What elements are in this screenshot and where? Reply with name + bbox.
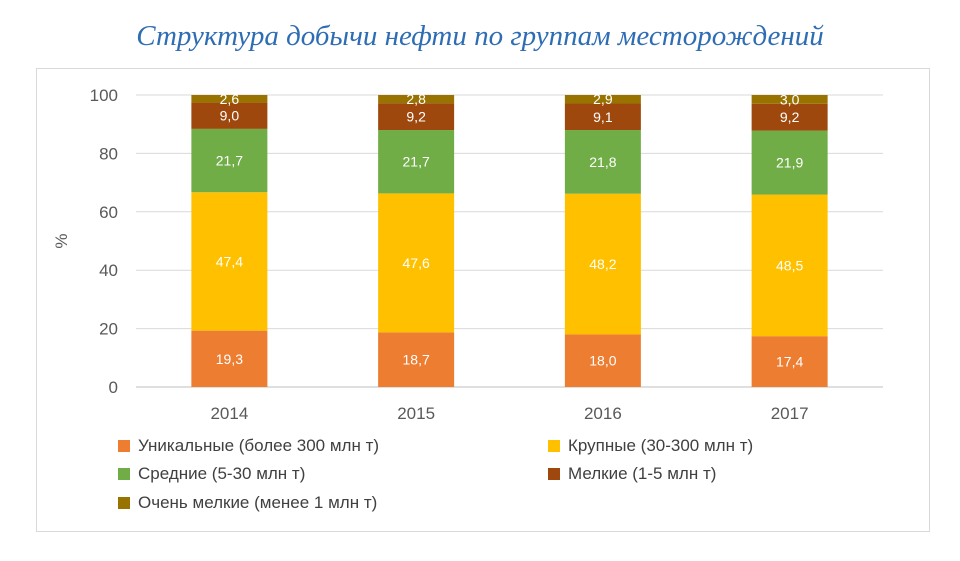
bar-segment [751, 130, 828, 195]
data-label: 19,3 [216, 351, 243, 367]
data-label: 2,9 [593, 91, 613, 107]
legend-swatch [118, 468, 130, 480]
bar-segment [191, 95, 268, 103]
x-tick-label: 2016 [584, 404, 622, 423]
bar-segment [751, 103, 828, 131]
data-label: 9,1 [593, 109, 613, 125]
x-tick-label: 2014 [210, 404, 248, 423]
y-tick-label: 0 [109, 378, 118, 397]
data-label: 21,8 [589, 154, 616, 170]
legend-swatch [118, 440, 130, 452]
legend-swatch [548, 468, 560, 480]
bar-segment [191, 192, 268, 331]
legend-item: Мелкие (1-5 млн т) [548, 464, 716, 484]
data-label: 18,0 [589, 353, 616, 369]
data-label: 2,6 [220, 91, 240, 107]
legend-label: Крупные (30-300 млн т) [568, 436, 754, 455]
x-tick-label: 2015 [397, 404, 435, 423]
bar-segment [378, 103, 455, 131]
chart-title: Структура добычи нефти по группам местор… [136, 20, 824, 52]
legend-item: Очень мелкие (менее 1 млн т) [118, 493, 377, 513]
y-tick-label: 60 [99, 203, 118, 222]
legend-swatch [118, 497, 130, 509]
bar-segment [378, 95, 455, 104]
legend-label: Очень мелкие (менее 1 млн т) [138, 493, 378, 512]
data-label: 21,7 [403, 154, 430, 170]
bar-segment [564, 95, 641, 104]
bar-segment [751, 336, 828, 387]
data-label: 9,0 [220, 108, 240, 124]
data-label: 2,8 [406, 91, 426, 107]
y-tick-label: 40 [99, 261, 118, 280]
legend-label: Мелкие (1-5 млн т) [568, 464, 717, 483]
data-label: 47,6 [403, 255, 430, 271]
data-label: 9,2 [780, 109, 800, 125]
legend-item: Уникальные (более 300 млн т) [118, 436, 379, 456]
bar-segment [751, 194, 828, 337]
bar-segment [564, 334, 641, 387]
data-label: 21,9 [776, 155, 803, 171]
data-label: 48,2 [589, 256, 616, 272]
bar-segment [564, 103, 641, 131]
y-tick-label: 80 [99, 144, 118, 163]
legend-label: Средние (5-30 млн т) [138, 464, 306, 483]
legend-item: Крупные (30-300 млн т) [548, 436, 753, 456]
y-axis-label: % [52, 233, 71, 248]
data-label: 21,7 [216, 153, 243, 169]
bar-segment [564, 193, 641, 335]
data-label: 17,4 [776, 354, 803, 370]
bar-segment [378, 193, 455, 333]
bar-segment [378, 332, 455, 387]
bar-segment [751, 95, 828, 104]
bar-segment [191, 128, 268, 193]
y-tick-label: 20 [99, 320, 118, 339]
bar-segment [191, 330, 268, 387]
data-label: 48,5 [776, 257, 803, 273]
bar-segment [564, 130, 641, 194]
data-label: 47,4 [216, 253, 243, 269]
legend-item: Средние (5-30 млн т) [118, 464, 305, 484]
y-tick-label: 100 [90, 86, 118, 105]
data-label: 9,2 [406, 109, 426, 125]
data-label: 3,0 [780, 91, 800, 107]
data-label: 18,7 [403, 352, 430, 368]
legend-label: Уникальные (более 300 млн т) [138, 436, 380, 455]
bar-segment [378, 130, 455, 194]
legend-swatch [548, 440, 560, 452]
bar-segment [191, 102, 268, 129]
x-tick-label: 2017 [771, 404, 809, 423]
